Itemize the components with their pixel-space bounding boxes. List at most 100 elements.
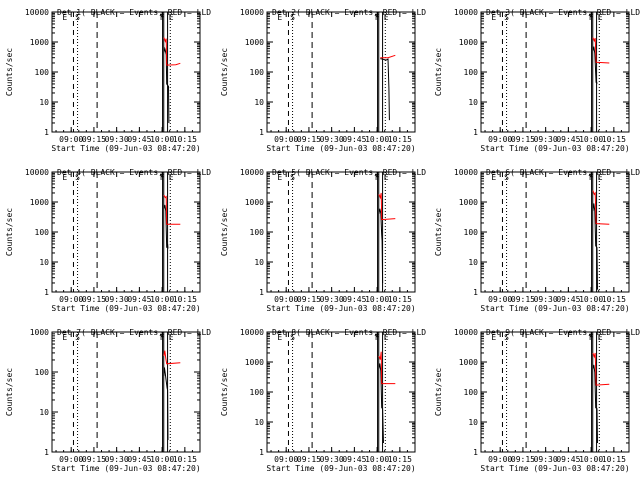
plot-frame xyxy=(480,171,630,293)
detector-panel-1: Det 1( BLACK = Events, RED = LLD Counts/s… xyxy=(5,8,211,153)
x-tick-label: 09:30 xyxy=(320,295,344,304)
x-tick-label: 09:30 xyxy=(534,295,558,304)
events-series-line xyxy=(380,58,390,121)
events-series-line xyxy=(592,46,598,84)
panel-title: Det 4( BLACK = Events, RED = LLD xyxy=(57,168,211,177)
y-tick-label: 10 xyxy=(39,408,49,417)
y-tick-label: 1000 xyxy=(459,358,478,367)
y-tick-label: 1 xyxy=(44,128,49,137)
x-axis-label: Start Time (09-Jun-03 08:47:20) xyxy=(51,464,200,473)
y-tick-label: 10 xyxy=(254,418,264,427)
segment-marker-label: S xyxy=(290,333,295,342)
x-tick-label: 09:30 xyxy=(534,455,558,464)
x-tick-label: 10:15 xyxy=(173,295,197,304)
x-axis-label: Start Time (09-Jun-03 08:47:20) xyxy=(266,304,415,313)
segment-marker-label: F xyxy=(160,173,165,182)
segment-marker-label: E xyxy=(384,173,389,182)
detector-panel-4: Det 4( BLACK = Events, RED = LLD Counts/s… xyxy=(5,168,211,313)
plot-frame xyxy=(480,331,630,453)
plot-frame xyxy=(51,171,201,293)
segment-marker-label: S xyxy=(504,173,509,182)
segment-marker-label: E xyxy=(491,333,496,342)
lld-series-line xyxy=(378,192,396,221)
y-tick-label: 100 xyxy=(35,228,50,237)
y-tick-label: 1000 xyxy=(30,328,49,337)
y-tick-label: 10000 xyxy=(454,328,478,337)
lld-series-line xyxy=(378,351,396,385)
y-tick-label: 10 xyxy=(39,98,49,107)
y-tick-label: 1 xyxy=(473,288,478,297)
x-axis-label: Start Time (09-Jun-03 08:47:20) xyxy=(480,304,629,313)
plot-frame xyxy=(51,331,201,453)
y-tick-label: 100 xyxy=(35,68,50,77)
events-series-line xyxy=(163,367,169,441)
x-tick-label: 10:15 xyxy=(602,455,626,464)
y-axis-label: Counts/sec xyxy=(434,368,443,416)
x-tick-label: 09:15 xyxy=(82,295,106,304)
segment-marker-label: E xyxy=(169,173,174,182)
x-tick-label: 10:15 xyxy=(388,455,412,464)
panel-title: Det 8( BLACK = Events, RED = LLD xyxy=(272,328,426,337)
y-tick-label: 1 xyxy=(44,448,49,457)
segment-marker-label: F xyxy=(589,173,594,182)
segment-marker-label: E xyxy=(598,333,603,342)
panel-title: Det 1( BLACK = Events, RED = LLD xyxy=(57,8,211,17)
segment-marker-label: E xyxy=(384,333,389,342)
lld-series-line xyxy=(592,37,610,64)
y-tick-label: 10000 xyxy=(240,8,264,17)
segment-marker-label: E xyxy=(277,173,282,182)
segment-marker-label: E xyxy=(491,13,496,22)
x-tick-label: 09:45 xyxy=(127,455,151,464)
x-tick-label: 10:00 xyxy=(579,295,603,304)
x-tick-label: 09:00 xyxy=(488,295,512,304)
y-tick-label: 1000 xyxy=(459,198,478,207)
y-axis-label: Counts/sec xyxy=(5,368,14,416)
y-tick-label: 100 xyxy=(35,368,50,377)
events-series-line xyxy=(163,204,169,249)
x-tick-label: 10:15 xyxy=(173,455,197,464)
detector-panel-3: Det 3( BLACK = Events, RED = LLD Counts/s… xyxy=(434,8,640,153)
segment-marker-label: F xyxy=(589,333,594,342)
y-tick-label: 100 xyxy=(250,68,265,77)
detector-panel-8: Det 8( BLACK = Events, RED = LLD Counts/s… xyxy=(220,328,426,473)
lld-series-line xyxy=(380,54,396,59)
x-tick-label: 10:15 xyxy=(602,135,626,144)
x-tick-label: 09:00 xyxy=(488,135,512,144)
x-axis-label: Start Time (09-Jun-03 08:47:20) xyxy=(51,144,200,153)
plot-frame xyxy=(266,331,416,453)
x-tick-label: 09:15 xyxy=(511,295,535,304)
x-tick-label: 09:00 xyxy=(274,455,298,464)
panel-title: Det 2( BLACK = Events, RED = LLD xyxy=(272,8,426,17)
x-tick-label: 10:00 xyxy=(150,295,174,304)
lld-series-line xyxy=(592,352,610,386)
y-tick-label: 100 xyxy=(250,388,265,397)
segment-marker-label: S xyxy=(504,333,509,342)
x-tick-label: 09:45 xyxy=(556,135,580,144)
segment-marker-label: S xyxy=(75,13,80,22)
y-tick-label: 10 xyxy=(468,418,478,427)
lld-series-line xyxy=(592,190,610,225)
x-tick-label: 09:30 xyxy=(105,295,129,304)
y-tick-label: 1 xyxy=(44,288,49,297)
y-tick-label: 1 xyxy=(473,448,478,457)
y-tick-label: 1000 xyxy=(30,198,49,207)
x-tick-label: 09:30 xyxy=(105,135,129,144)
x-tick-label: 09:45 xyxy=(556,455,580,464)
segment-marker-label: E xyxy=(598,13,603,22)
x-tick-label: 10:00 xyxy=(579,455,603,464)
y-tick-label: 10000 xyxy=(240,168,264,177)
y-tick-label: 1000 xyxy=(30,38,49,47)
y-tick-label: 10000 xyxy=(454,8,478,17)
y-tick-label: 1000 xyxy=(245,38,264,47)
y-tick-label: 100 xyxy=(464,68,479,77)
y-axis-label: Counts/sec xyxy=(220,368,229,416)
x-tick-label: 09:45 xyxy=(127,135,151,144)
y-tick-label: 1 xyxy=(259,128,264,137)
segment-marker-label: F xyxy=(375,13,380,22)
segment-marker-label: E xyxy=(62,13,67,22)
y-axis-label: Counts/sec xyxy=(5,208,14,256)
segment-marker-label: E xyxy=(62,333,67,342)
y-tick-label: 10 xyxy=(468,258,478,267)
panel-title: Det 7( BLACK = Events, RED = LLD xyxy=(57,328,211,337)
